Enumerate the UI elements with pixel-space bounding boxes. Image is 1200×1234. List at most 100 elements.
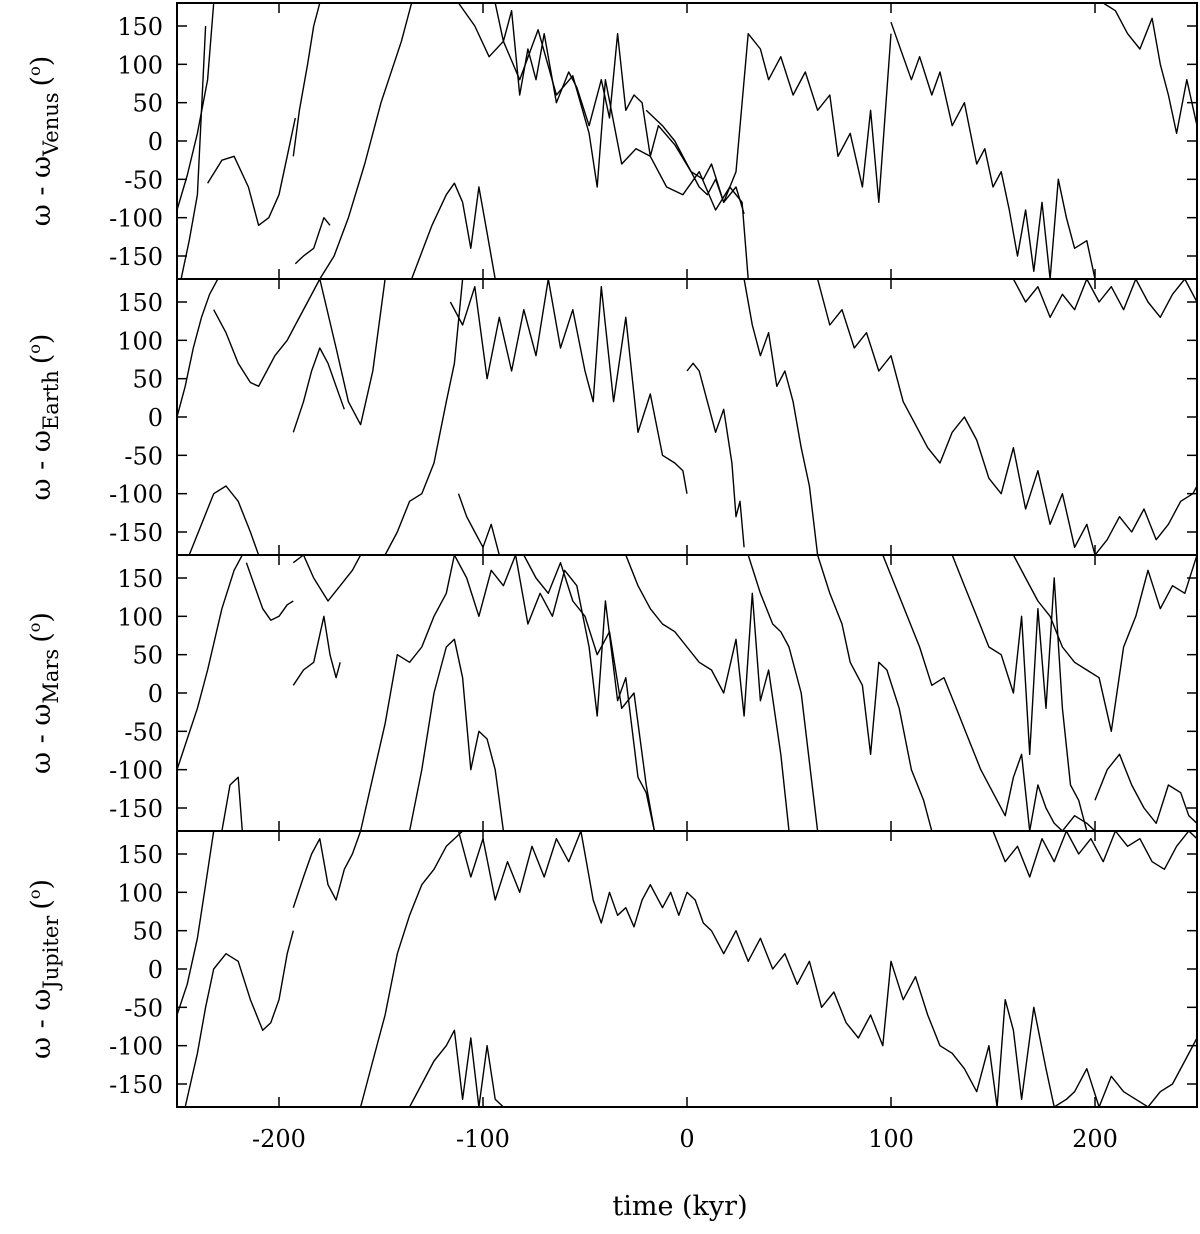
series-line-jupiter-1 [177, 831, 215, 1016]
y-tick-label-mars: 0 [148, 680, 163, 708]
series-line-mars-12 [816, 555, 933, 831]
y-title-close: ) [26, 334, 57, 345]
y-tick-label-jupiter: 150 [117, 841, 163, 869]
series-line-venus-6 [319, 3, 413, 279]
x-tick-label: 0 [679, 1125, 694, 1153]
series-line-jupiter-3 [292, 831, 362, 908]
series-line-mars-2 [221, 776, 243, 831]
series-line-earth-6 [384, 279, 464, 555]
y-title-subscript: Mars [39, 649, 63, 704]
y-title-prefix: ω - ω [26, 704, 57, 774]
series-line-mars-5 [292, 555, 362, 602]
y-tick-label-venus: 150 [117, 13, 163, 41]
y-tick-label-earth: 100 [117, 327, 163, 355]
series-line-jupiter-2 [184, 930, 294, 1107]
x-axis: -200 -100 0 100 200 [252, 1125, 1118, 1153]
y-title-close: ) [26, 612, 57, 623]
y-tick-label-venus: -100 [109, 205, 163, 233]
y-tick-label-jupiter: -50 [124, 994, 163, 1022]
y-title-subscript: Jupiter [39, 915, 63, 991]
y-tick-label-venus: 100 [117, 51, 163, 79]
series-line-venus-7 [410, 182, 496, 279]
y-tick-label-jupiter: -150 [109, 1071, 163, 1099]
x-tick-label: -200 [252, 1125, 306, 1153]
y-axis-title-mars: ω - ωMars (o) [25, 612, 63, 774]
series-line-venus-9 [494, 3, 745, 215]
y-title-open: ( [26, 899, 57, 910]
series-line-venus-12 [1095, 3, 1197, 134]
y-tick-label-mars: -150 [109, 795, 163, 823]
series-line-earth-13 [1094, 485, 1197, 555]
panel-jupiter: 150 100 50 0 -50 -100 -150 ω - ωJupiter (o) [25, 830, 1198, 1108]
y-title-open: ( [26, 76, 57, 87]
series-line-mars-7 [408, 638, 505, 831]
y-title-close: ) [26, 56, 57, 67]
y-title-prefix: ω - ω [26, 989, 57, 1059]
series-line-mars-10 [625, 555, 790, 831]
panel-earth: 150 100 50 0 -50 -100 -150 ω - ωEarth (o) [25, 278, 1198, 556]
series-line-jupiter-8 [992, 831, 1197, 878]
series-line-earth-8 [449, 279, 688, 494]
x-tick-label: -100 [456, 1125, 510, 1153]
series-line-venus-1 [177, 3, 215, 211]
y-tick-label-jupiter: -100 [109, 1033, 163, 1061]
series-line-mars-16 [1094, 753, 1197, 824]
series-line-venus-3 [207, 117, 296, 226]
y-title-superscript: o [25, 66, 44, 76]
y-title-subscript: Venus [39, 92, 63, 157]
y-tick-label-earth: 150 [117, 289, 163, 317]
y-tick-label-jupiter: 50 [132, 918, 163, 946]
panel-frame-jupiter [176, 830, 1198, 1108]
y-tick-label-earth: -50 [124, 442, 163, 470]
y-tick-label-venus: 0 [148, 128, 163, 156]
y-title-close: ) [26, 879, 57, 890]
series-line-mars-4 [292, 615, 341, 686]
series-line-venus-11 [890, 21, 1096, 279]
series-line-mars-14 [951, 555, 1088, 831]
y-axis-title-venus: ω - ωVenus (o) [25, 56, 63, 227]
y-title-open: ( [26, 632, 57, 643]
y-tick-label-earth: -100 [109, 481, 163, 509]
series-line-venus-10 [645, 33, 892, 203]
y-axis-title-jupiter: ω - ωJupiter (o) [25, 879, 63, 1059]
series-line-venus-2 [180, 25, 207, 279]
y-title-prefix: ω - ω [26, 430, 57, 500]
series-line-jupiter-6 [457, 831, 712, 932]
y-tick-label-mars: 150 [117, 565, 163, 593]
series-group-earth [177, 279, 1197, 555]
y-axis-title-earth: ω - ωEarth (o) [25, 334, 63, 501]
x-axis-title: time (kyr) [612, 1191, 747, 1222]
series-line-earth-1 [177, 279, 219, 418]
y-tick-label-mars: -100 [109, 757, 163, 785]
series-line-earth-12 [1012, 279, 1197, 318]
y-title-subscript: Earth [39, 370, 63, 430]
series-line-earth-3 [213, 309, 296, 387]
series-line-venus-4 [294, 217, 331, 265]
series-line-mars-3 [245, 562, 294, 621]
series-line-mars-15 [1012, 555, 1197, 732]
series-line-mars-8 [453, 555, 656, 831]
series-group-jupiter [177, 831, 1197, 1107]
panel-frame-venus [176, 2, 1198, 280]
y-tick-label-venus: 50 [132, 90, 163, 118]
series-line-jupiter-5 [408, 1029, 504, 1107]
y-title-prefix: ω - ω [26, 156, 57, 226]
y-tick-label-earth: 0 [148, 404, 163, 432]
series-line-venus-8 [442, 3, 749, 279]
y-tick-label-earth: -150 [109, 519, 163, 547]
series-line-earth-7 [457, 493, 500, 555]
y-tick-label-mars: -50 [124, 718, 163, 746]
series-line-jupiter-7 [710, 930, 1197, 1107]
y-tick-label-mars: 100 [117, 603, 163, 631]
y-title-superscript: o [25, 890, 44, 900]
panel-frame-mars [176, 554, 1198, 832]
series-group-mars [177, 555, 1197, 831]
series-line-mars-9 [523, 555, 656, 831]
series-line-earth-11 [816, 279, 1096, 555]
series-line-mars-1 [177, 555, 243, 770]
y-title-superscript: o [25, 344, 44, 354]
panel-venus: 150 100 50 0 -50 -100 -150 ω - ωVenus (o) [25, 2, 1198, 280]
series-line-mars-6 [359, 555, 456, 831]
